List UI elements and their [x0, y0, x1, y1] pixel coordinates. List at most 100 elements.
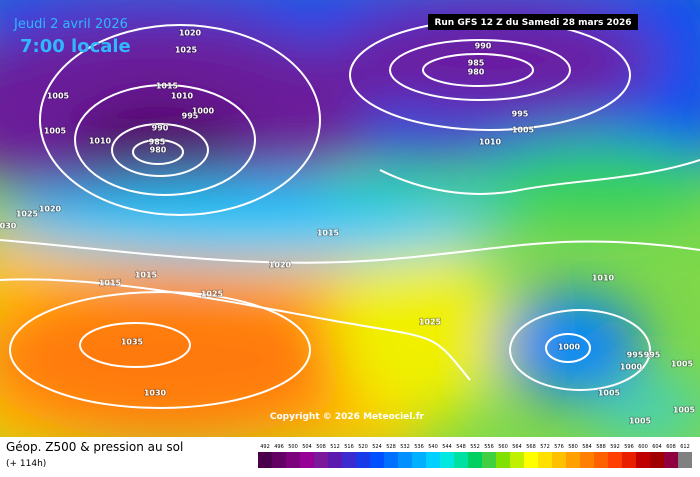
- colorbar-swatch: [468, 452, 482, 468]
- colorbar-tick-label: 568: [526, 444, 536, 450]
- isobar-labels: 1020102510151010995100010051005101099098…: [0, 28, 696, 427]
- colorbar-tick-label: 544: [442, 444, 452, 450]
- isobar-label: 1020: [39, 205, 62, 214]
- colorbar-tick-label: 572: [540, 444, 550, 450]
- colorbar-swatch: [398, 452, 412, 468]
- colorbar-tick-label: 508: [316, 444, 326, 450]
- isobar-label: 1000: [558, 343, 581, 352]
- isobar-label: 1030: [144, 389, 167, 398]
- isobar-label: 995: [182, 112, 199, 121]
- colorbar-tick-label: 500: [288, 444, 298, 450]
- isobar-label: 1005: [629, 417, 652, 426]
- colorbar-swatch: [440, 452, 454, 468]
- isobar-label: 1015: [135, 271, 158, 280]
- isobar-label: 1005: [47, 92, 70, 101]
- colorbar-tick-label: 584: [582, 444, 592, 450]
- isobar-label: 1010: [171, 92, 194, 101]
- colorbar-swatch: [314, 452, 328, 468]
- isobar-label: 1035: [121, 338, 144, 347]
- isobar-label: 1020: [179, 29, 202, 38]
- isobar-label: 1010: [479, 138, 502, 147]
- copyright: Copyright © 2026 Meteociel.fr: [270, 412, 425, 422]
- isobar-label: 1005: [44, 127, 67, 136]
- isobars: [0, 19, 700, 409]
- forecast-time: 7:00 locale: [20, 36, 131, 57]
- colorbar-tick-label: 600: [638, 444, 648, 450]
- colorbar-tick-label: 512: [330, 444, 340, 450]
- footer-lead: (+ 114h): [6, 459, 46, 469]
- colorbar-swatch: [356, 452, 370, 468]
- isobar-label: 1010: [592, 274, 615, 283]
- geopotential-field: [0, 0, 700, 460]
- colorbar-tick-label: 608: [666, 444, 676, 450]
- isobar-label: 995: [644, 351, 661, 360]
- colorbar-tick-label: 524: [372, 444, 382, 450]
- isobar-label: 1020: [269, 261, 292, 270]
- isobar-label: 1025: [16, 210, 39, 219]
- colorbar-tick-label: 504: [302, 444, 312, 450]
- colorbar-tick-label: 516: [344, 444, 354, 450]
- colorbar-tick-label: 520: [358, 444, 368, 450]
- forecast-date: Jeudi 2 avril 2026: [13, 17, 128, 32]
- colorbar-swatch: [552, 452, 566, 468]
- colorbar-tick-label: 612: [680, 444, 690, 450]
- colorbar-swatch: [482, 452, 496, 468]
- colorbar-swatch: [566, 452, 580, 468]
- colorbar-swatch: [636, 452, 650, 468]
- colorbar-swatch: [664, 452, 678, 468]
- isobar-label: 1025: [419, 318, 442, 327]
- isobar-label: 1005: [512, 126, 535, 135]
- colorbar-tick-label: 528: [386, 444, 396, 450]
- colorbar-swatch: [608, 452, 622, 468]
- isobar-label: 990: [475, 42, 492, 51]
- isobar-label: 985: [468, 59, 485, 68]
- colorbar-swatch: [454, 452, 468, 468]
- isobar-label: 1000: [620, 363, 643, 372]
- colorbar-tick-label: 532: [400, 444, 410, 450]
- colorbar-swatch: [328, 452, 342, 468]
- footer-title: Géop. Z500 & pression au sol: [6, 440, 183, 454]
- run-box: [428, 14, 638, 30]
- colorbar-swatch: [538, 452, 552, 468]
- colorbar-tick-label: 548: [456, 444, 466, 450]
- colorbar-tick-label: 540: [428, 444, 438, 450]
- colorbar-swatch: [650, 452, 664, 468]
- colorbar-tick-label: 496: [274, 444, 284, 450]
- colorbar-swatch: [272, 452, 286, 468]
- colorbar-tick-label: 604: [652, 444, 662, 450]
- colorbar-swatch: [678, 452, 692, 468]
- isobar-label: 1015: [99, 279, 122, 288]
- colorbar-tick-label: 588: [596, 444, 606, 450]
- isobar-label: 1010: [89, 137, 112, 146]
- colorbar-swatch: [510, 452, 524, 468]
- colorbar-tick-label: 564: [512, 444, 522, 450]
- isobar-label: 1005: [673, 406, 696, 415]
- colorbar-tick-label: 492: [260, 444, 270, 450]
- colorbar-tick-label: 576: [554, 444, 564, 450]
- isobar-label: 995: [627, 351, 644, 360]
- isobar-label: 990: [152, 124, 169, 133]
- isobar-label: 1015: [156, 82, 179, 91]
- isobar-label: 1015: [317, 229, 340, 238]
- colorbar-swatch: [524, 452, 538, 468]
- colorbar-swatch: [342, 452, 356, 468]
- colorbar-tick-label: 596: [624, 444, 634, 450]
- colorbar-swatch: [258, 452, 272, 468]
- colorbar-swatch: [594, 452, 608, 468]
- isobar-label: 030: [0, 222, 17, 231]
- colorbar-swatch: [370, 452, 384, 468]
- isobar-label: 980: [150, 146, 167, 155]
- colorbar-tick-label: 552: [470, 444, 480, 450]
- header: Jeudi 2 avril 2026 7:00 locale Run GFS 1…: [13, 14, 638, 57]
- colorbar-swatch: [300, 452, 314, 468]
- run-label: Run GFS 12 Z du Samedi 28 mars 2026: [434, 18, 631, 28]
- colorbar-tick-label: 580: [568, 444, 578, 450]
- colorbar-swatch: [384, 452, 398, 468]
- colorbar-tick-label: 556: [484, 444, 494, 450]
- isobar-label: 1005: [598, 389, 621, 398]
- isobar-label: 1005: [671, 360, 694, 369]
- isobar-label: 1025: [201, 290, 224, 299]
- colorbar-tick-label: 560: [498, 444, 508, 450]
